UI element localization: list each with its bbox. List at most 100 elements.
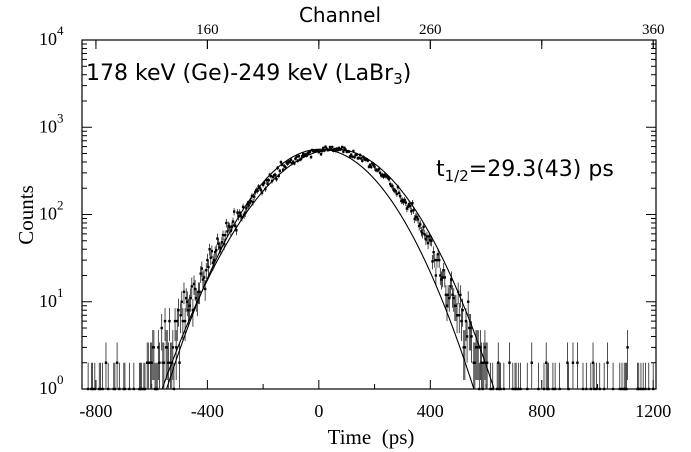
- data-point: [206, 258, 209, 262]
- data-point: [123, 387, 127, 391]
- data-point: [641, 387, 645, 391]
- data-point: [261, 183, 265, 186]
- data-point: [101, 387, 104, 391]
- data-point: [406, 205, 410, 208]
- data-point: [495, 387, 499, 391]
- data-point: [247, 204, 250, 207]
- data-point: [205, 268, 208, 272]
- x-tick-label: -800: [79, 401, 112, 421]
- data-point: [452, 296, 455, 300]
- data-point: [198, 290, 201, 294]
- data-point: [459, 293, 462, 297]
- x-tick-label: 0: [314, 401, 323, 421]
- data-point: [551, 387, 555, 391]
- data-point: [461, 309, 464, 312]
- data-point: [401, 199, 404, 202]
- data-point: [606, 361, 609, 364]
- data-point: [432, 250, 435, 254]
- data-point: [128, 387, 131, 391]
- data-point: [279, 160, 283, 164]
- data-point: [378, 171, 382, 175]
- data-point: [168, 319, 171, 323]
- data-point: [464, 319, 468, 323]
- data-point: [274, 173, 277, 177]
- data-point: [417, 224, 421, 228]
- data-point: [403, 198, 406, 202]
- data-point: [304, 153, 307, 156]
- data-point: [106, 387, 110, 391]
- data-point: [202, 276, 206, 279]
- data-point: [176, 319, 179, 323]
- data-point: [439, 274, 442, 277]
- fit-curves: [161, 148, 495, 389]
- x-tick-label: 800: [528, 401, 555, 421]
- data-point: [271, 175, 275, 179]
- data-point: [415, 216, 419, 219]
- data-point: [530, 361, 533, 364]
- data-point: [469, 326, 472, 330]
- data-point: [241, 205, 245, 209]
- data-point: [230, 225, 234, 228]
- data-point: [152, 346, 156, 349]
- data-point: [581, 387, 585, 391]
- data-point: [217, 242, 220, 246]
- data-point: [246, 202, 249, 206]
- data-point: [226, 230, 229, 233]
- data-point: [479, 346, 482, 349]
- data-point: [542, 387, 546, 391]
- data-point: [343, 146, 346, 150]
- data-point: [402, 200, 405, 203]
- data-point: [253, 195, 256, 198]
- data-point: [566, 361, 569, 364]
- data-point: [454, 304, 458, 307]
- data-point: [371, 162, 374, 165]
- data-point: [210, 249, 214, 253]
- data-point: [598, 387, 601, 391]
- data-point: [351, 155, 354, 158]
- data-point: [331, 145, 334, 149]
- data-point: [425, 235, 429, 238]
- data-point: [422, 225, 425, 229]
- x-tick-label: 400: [417, 401, 444, 421]
- data-point: [258, 186, 261, 190]
- data-point: [399, 195, 402, 198]
- fit-curve-delayed: [161, 148, 495, 389]
- data-point: [383, 173, 386, 177]
- data-point: [334, 149, 337, 152]
- data-point: [485, 361, 489, 364]
- data-point: [228, 225, 231, 229]
- data-point: [190, 285, 193, 288]
- data-point: [286, 162, 289, 166]
- data-point: [284, 165, 287, 169]
- data-point: [336, 148, 339, 152]
- data-point: [387, 177, 391, 181]
- data-point: [426, 241, 430, 245]
- data-point: [391, 184, 394, 188]
- data-point: [238, 211, 241, 214]
- data-point: [308, 150, 312, 154]
- data-point: [443, 276, 446, 279]
- data-point: [288, 160, 292, 164]
- data-point: [324, 145, 327, 148]
- data-point: [147, 361, 150, 364]
- data-point: [491, 387, 494, 391]
- data-point: [412, 209, 415, 212]
- data-point: [382, 175, 385, 178]
- data-point: [235, 229, 238, 232]
- data-point: [182, 290, 186, 294]
- data-point: [91, 387, 94, 391]
- data-point: [377, 167, 381, 171]
- bottom-axis-ticks: -800 -400 0 400 800 1200: [79, 40, 671, 421]
- data-point: [215, 248, 218, 252]
- data-point: [193, 287, 197, 291]
- data-point: [652, 387, 655, 391]
- data-point: [370, 165, 373, 169]
- data-point: [372, 163, 375, 166]
- data-point: [187, 309, 190, 312]
- data-point: [483, 346, 487, 349]
- data-point: [177, 309, 180, 312]
- annotation-title-end: ): [403, 61, 412, 86]
- y-tick-label: 100: [39, 372, 64, 398]
- data-point: [480, 361, 483, 364]
- data-point: [463, 346, 467, 349]
